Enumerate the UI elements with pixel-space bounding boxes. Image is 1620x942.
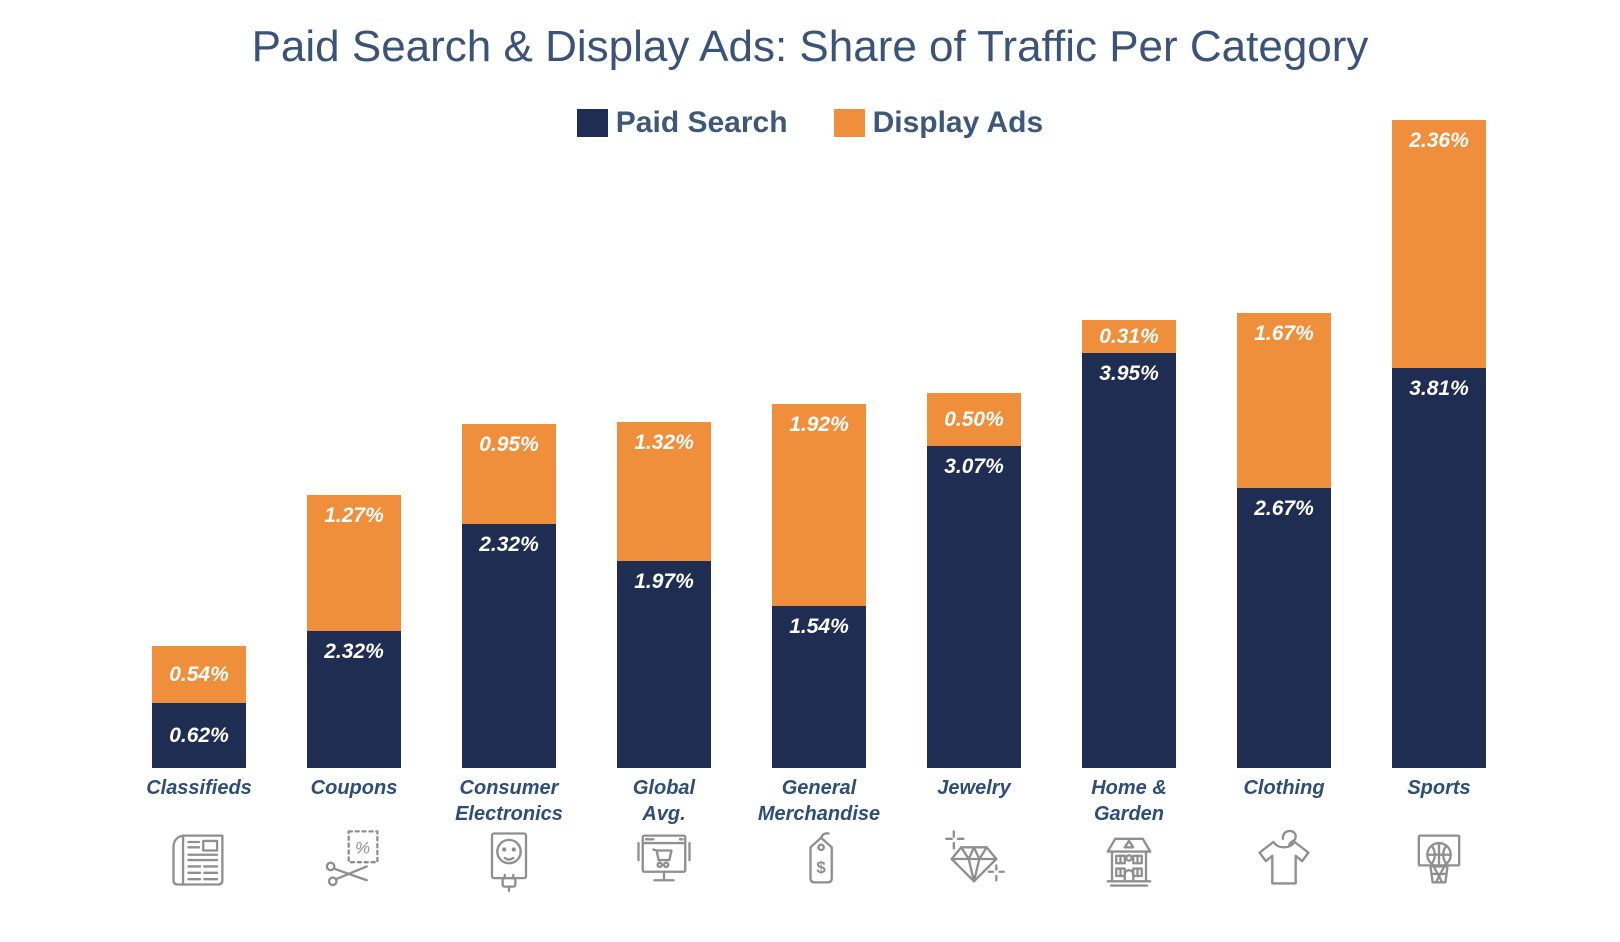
value-label-paid-search: 3.81% [1409, 377, 1469, 400]
newspaper-icon [165, 825, 233, 893]
stacked-bar-sports: 2.36% 3.81% [1392, 120, 1486, 768]
category-label-line: Global [632, 777, 696, 799]
value-label-display-ads: 1.32% [634, 431, 694, 454]
value-label-display-ads: 0.95% [479, 433, 539, 456]
value-label-paid-search: 3.07% [944, 455, 1004, 478]
category-label-line: Classifieds [146, 777, 252, 799]
category-label-line: Avg. [642, 803, 686, 825]
category-label-line: Consumer [459, 777, 559, 799]
bar-segment-paid-search: 0.62% [152, 703, 246, 768]
category-label-line: Garden [1093, 803, 1165, 825]
legend-swatch-paid-search [576, 109, 608, 137]
category-label-line: Home & [1091, 777, 1167, 799]
category-label-consumer-electronics: Consumer Electronics [429, 775, 589, 827]
stacked-bar-classifieds: 0.54% 0.62% [152, 646, 246, 768]
value-label-display-ads: 1.67% [1254, 322, 1314, 345]
online-shopping-monitor-icon [630, 825, 698, 893]
bar-segment-paid-search: 1.54% [772, 606, 866, 768]
stacked-bar-consumer-electronics: 0.95% 2.32% [462, 424, 556, 768]
category-label-line: Coupons [310, 777, 398, 799]
legend-item-paid-search: Paid Search [576, 106, 788, 140]
category-label-line: Merchandise [757, 803, 881, 825]
value-label-display-ads: 2.36% [1409, 129, 1469, 152]
value-label-paid-search: 1.54% [789, 615, 849, 638]
value-label-paid-search: 2.32% [479, 533, 539, 556]
category-label-classifieds: Classifieds [119, 775, 279, 801]
category-label-home-garden: Home & Garden [1049, 775, 1209, 827]
value-label-paid-search: 0.62% [169, 724, 229, 747]
category-label-general-merchandise: General Merchandise [739, 775, 899, 827]
bar-segment-display-ads: 1.92% [772, 404, 866, 606]
category-label-sports: Sports [1359, 775, 1519, 801]
power-outlet-icon [475, 825, 543, 893]
price-tag-icon: $ [785, 825, 853, 893]
stacked-bar-jewelry: 0.50% 3.07% [927, 393, 1021, 768]
diamond-icon [940, 825, 1008, 893]
bar-segment-display-ads: 2.36% [1392, 120, 1486, 368]
house-icon [1095, 825, 1163, 893]
stacked-bar-clothing: 1.67% 2.67% [1237, 313, 1331, 768]
bar-segment-display-ads: 1.32% [617, 422, 711, 561]
value-label-display-ads: 0.54% [169, 663, 229, 686]
stacked-bar-global-avg: 1.32% 1.97% [617, 422, 711, 768]
bar-segment-paid-search: 3.95% [1082, 353, 1176, 768]
bar-segment-display-ads: 1.27% [307, 495, 401, 631]
value-label-display-ads: 1.92% [789, 413, 849, 436]
bar-segment-display-ads: 0.54% [152, 646, 246, 703]
basketball-hoop-icon [1405, 825, 1473, 893]
value-label-paid-search: 2.67% [1254, 497, 1314, 520]
legend-label: Paid Search [615, 106, 788, 139]
bar-segment-paid-search: 3.81% [1392, 368, 1486, 768]
bar-segment-paid-search: 2.67% [1237, 488, 1331, 768]
bar-segment-display-ads: 0.31% [1082, 320, 1176, 353]
bar-segment-paid-search: 2.32% [307, 631, 401, 768]
chart-title: Paid Search & Display Ads: Share of Traf… [251, 22, 1369, 71]
bar-segment-paid-search: 3.07% [927, 446, 1021, 768]
bar-segment-display-ads: 0.95% [462, 424, 556, 524]
category-label-global-avg: Global Avg. [584, 775, 744, 827]
tshirt-hanger-icon [1250, 825, 1318, 893]
value-label-display-ads: 0.31% [1099, 325, 1159, 348]
category-label-line: Jewelry [937, 777, 1011, 799]
svg-text:$: $ [816, 858, 826, 877]
coupon-scissors-icon: % [320, 825, 388, 893]
value-label-display-ads: 1.27% [324, 504, 384, 527]
legend-label: Display Ads [872, 106, 1044, 139]
category-label-line: General [781, 777, 857, 799]
stacked-bar-coupons: 1.27% 2.32% [307, 495, 401, 768]
legend-swatch-display-ads [833, 109, 865, 137]
legend-item-display-ads: Display Ads [833, 106, 1044, 140]
value-label-paid-search: 1.97% [634, 570, 694, 593]
bar-segment-display-ads: 0.50% [927, 393, 1021, 446]
bar-segment-paid-search: 2.32% [462, 524, 556, 768]
category-label-line: Electronics [455, 803, 563, 825]
stacked-bar-general-merchandise: 1.92% 1.54% [772, 404, 866, 768]
svg-text:%: % [355, 839, 370, 858]
category-label-coupons: Coupons [274, 775, 434, 801]
legend: Paid Search Display Ads [0, 106, 1620, 140]
bar-segment-display-ads: 1.67% [1237, 313, 1331, 488]
category-label-line: Sports [1407, 777, 1471, 799]
category-label-line: Clothing [1243, 777, 1325, 799]
value-label-paid-search: 2.32% [324, 640, 384, 663]
stacked-bar-home-garden: 0.31% 3.95% [1082, 320, 1176, 768]
category-label-jewelry: Jewelry [894, 775, 1054, 801]
value-label-paid-search: 3.95% [1099, 362, 1159, 385]
bar-segment-paid-search: 1.97% [617, 561, 711, 768]
category-label-clothing: Clothing [1204, 775, 1364, 801]
value-label-display-ads: 0.50% [944, 408, 1004, 431]
